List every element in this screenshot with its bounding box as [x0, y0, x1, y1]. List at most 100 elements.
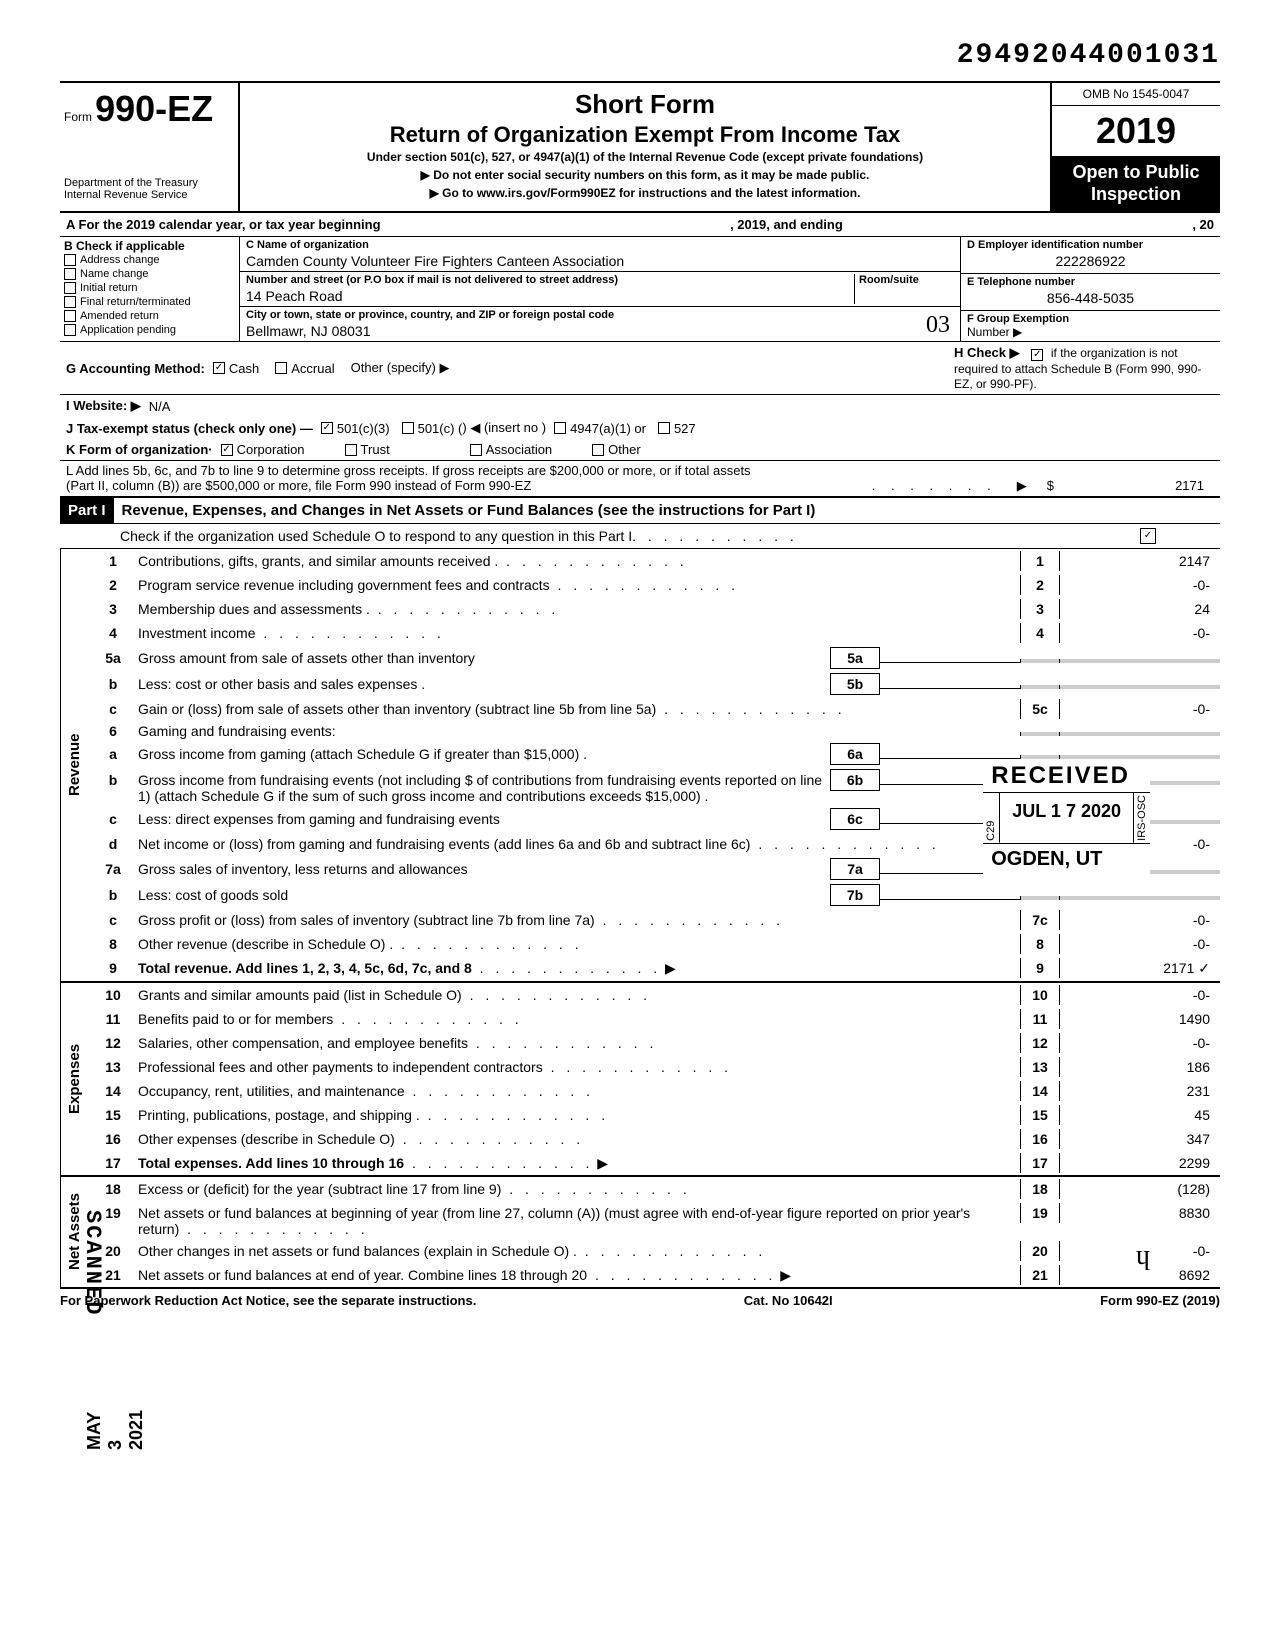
line-l-text1: L Add lines 5b, 6c, and 7b to line 9 to …: [66, 463, 1214, 478]
line-description: Net income or (loss) from gaming and fun…: [138, 836, 1020, 852]
group-label: F Group Exemption: [967, 313, 1214, 325]
dept-treasury: Department of the Treasury: [64, 177, 234, 189]
line-number: 10: [88, 987, 138, 1003]
right-line-ref: 3: [1020, 599, 1060, 619]
row-a-mid: , 2019, and ending: [730, 217, 843, 232]
form-number: 990-EZ: [95, 88, 213, 129]
right-line-ref: 10: [1020, 985, 1060, 1005]
chk-association[interactable]: [470, 444, 482, 456]
line-description: Grants and similar amounts paid (list in…: [138, 987, 1020, 1003]
line-description: Occupancy, rent, utilities, and maintena…: [138, 1083, 1020, 1099]
line-description: Other revenue (describe in Schedule O) .…: [138, 936, 1020, 952]
form-line: 12Salaries, other compensation, and empl…: [88, 1031, 1220, 1055]
right-line-ref: 2: [1020, 575, 1060, 595]
chk-cash[interactable]: ✓: [213, 362, 225, 374]
line-h-label: H Check ▶: [954, 345, 1020, 360]
tax-year: 2019: [1052, 106, 1220, 156]
footer-right: Form 990-EZ (2019): [1100, 1293, 1220, 1308]
line-number: 1: [88, 553, 138, 569]
org-name-label: C Name of organization: [246, 239, 954, 251]
form-line: 16Other expenses (describe in Schedule O…: [88, 1127, 1220, 1151]
chk-527[interactable]: [658, 422, 670, 434]
right-line-value: 8830: [1060, 1203, 1220, 1223]
part1-title: Revenue, Expenses, and Changes in Net As…: [114, 498, 824, 523]
side-scanned: SCANNED: [80, 1210, 105, 1316]
line-description: Salaries, other compensation, and employ…: [138, 1035, 1020, 1051]
form-prefix: Form: [64, 110, 92, 124]
right-line-value: 2299: [1060, 1153, 1220, 1173]
chk-4947a1[interactable]: [554, 422, 566, 434]
right-line-ref: 7c: [1020, 910, 1060, 930]
line-description: Net assets or fund balances at beginning…: [138, 1205, 1020, 1237]
line-number: 6: [88, 723, 138, 739]
line-number: a: [88, 746, 138, 762]
right-line-ref: 8: [1020, 934, 1060, 954]
chk-other[interactable]: [592, 444, 604, 456]
right-line-ref: 21: [1020, 1265, 1060, 1285]
line-description: Investment income . . . . . . . . . . . …: [138, 625, 1020, 641]
org-address: 14 Peach Road: [246, 286, 854, 304]
line-number: c: [88, 912, 138, 928]
form-line: 14Occupancy, rent, utilities, and mainte…: [88, 1079, 1220, 1103]
line-number: 7a: [88, 861, 138, 877]
form-line: 20Other changes in net assets or fund ba…: [88, 1239, 1220, 1263]
part1-label: Part I: [60, 498, 114, 523]
chk-schedule-o[interactable]: ✓: [1140, 528, 1156, 544]
right-line-value: (128): [1060, 1179, 1220, 1199]
instruction-url: ▶ Go to www.irs.gov/Form990EZ for instru…: [250, 186, 1040, 200]
chk-application-pending[interactable]: [64, 324, 76, 336]
right-line-value: -0-: [1060, 575, 1220, 595]
title-short-form: Short Form: [250, 89, 1040, 120]
row-a-end: , 20: [1192, 217, 1214, 232]
form-line: 1Contributions, gifts, grants, and simil…: [88, 549, 1220, 573]
right-line-ref: 16: [1020, 1129, 1060, 1149]
received-stamp: RECEIVED C29 JUL 1 7 2020 IRS-OSC OGDEN,…: [983, 760, 1150, 875]
line-g-label: G Accounting Method:: [66, 361, 205, 376]
line-number: c: [88, 701, 138, 717]
top-document-number: 29492044001031: [60, 40, 1220, 71]
mid-line-ref: 5a: [830, 647, 880, 669]
form-line: 8Other revenue (describe in Schedule O) …: [88, 932, 1220, 956]
chk-accrual[interactable]: [275, 362, 287, 374]
initial-mark: ɥ: [1136, 1240, 1150, 1272]
line-l-value: 2171: [1054, 478, 1214, 494]
chk-501c[interactable]: [402, 422, 414, 434]
mid-line-ref: 6b: [830, 769, 880, 791]
chk-501c3[interactable]: ✓: [321, 422, 333, 434]
right-line-ref: 14: [1020, 1081, 1060, 1101]
chk-initial-return[interactable]: [64, 282, 76, 294]
right-line-ref: 12: [1020, 1033, 1060, 1053]
line-description: Gross profit or (loss) from sales of inv…: [138, 912, 1020, 928]
form-line: 10Grants and similar amounts paid (list …: [88, 983, 1220, 1007]
right-line-value: -0-: [1060, 934, 1220, 954]
form-line: bLess: cost of goods sold7b: [88, 882, 1220, 908]
chk-schedule-b[interactable]: ✓: [1031, 349, 1043, 361]
line-number: 17: [88, 1155, 138, 1171]
right-line-value: -0-: [1060, 699, 1220, 719]
line-k-label: K Form of organization·: [66, 442, 213, 457]
right-line-value: -0-: [1060, 910, 1220, 930]
chk-final-return[interactable]: [64, 296, 76, 308]
mid-line-ref: 6a: [830, 743, 880, 765]
line-description: Total expenses. Add lines 10 through 16 …: [138, 1155, 1020, 1172]
section-b-checkboxes: B Check if applicable Address change Nam…: [60, 237, 240, 341]
right-line-ref: 11: [1020, 1009, 1060, 1029]
line-number: 12: [88, 1035, 138, 1051]
line-number: 14: [88, 1083, 138, 1099]
chk-name-change[interactable]: [64, 268, 76, 280]
right-line-ref: 13: [1020, 1057, 1060, 1077]
line-number: c: [88, 811, 138, 827]
chk-amended-return[interactable]: [64, 310, 76, 322]
mid-line-value: [880, 899, 1020, 900]
line-description: Printing, publications, postage, and shi…: [138, 1107, 1020, 1123]
title-return: Return of Organization Exempt From Incom…: [250, 122, 1040, 148]
addr-label: Number and street (or P.O box if mail is…: [246, 274, 854, 286]
room-label: Room/suite: [859, 274, 954, 286]
chk-address-change[interactable]: [64, 254, 76, 266]
chk-corporation[interactable]: ✓: [221, 444, 233, 456]
line-description: Less: cost of goods sold: [138, 887, 830, 903]
chk-trust[interactable]: [345, 444, 357, 456]
line-number: b: [88, 676, 138, 692]
footer-left: For Paperwork Reduction Act Notice, see …: [60, 1293, 476, 1308]
right-line-value: 45: [1060, 1105, 1220, 1125]
